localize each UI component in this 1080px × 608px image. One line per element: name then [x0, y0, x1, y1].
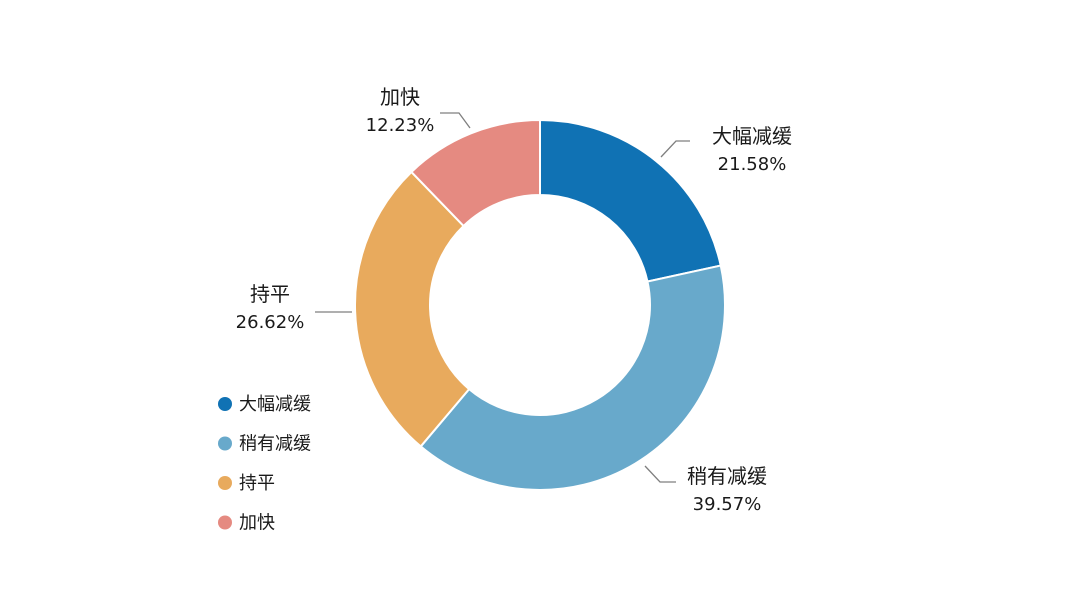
slice-value-label-1: 21.58%: [718, 154, 787, 175]
donut-slices: [354, 118, 726, 491]
slice-label-3: 持平: [250, 282, 290, 306]
legend-marker-1: [218, 397, 232, 411]
slice-label-1: 大幅减缓: [712, 124, 792, 148]
legend-marker-3: [218, 476, 232, 490]
donut-slice-3: [354, 170, 471, 448]
leader-line-4: [440, 112, 471, 129]
donut-slice-1: [539, 118, 722, 283]
slice-value-label-3: 26.62%: [236, 312, 305, 333]
legend-marker-4: [218, 515, 232, 530]
legend-label-1: 大幅减缓: [239, 394, 311, 415]
slice-value-label-4: 12.23%: [366, 115, 435, 136]
slice-label-4: 加快: [380, 85, 420, 109]
leader-line-2: [644, 465, 676, 483]
slice-label-2: 稍有减缓: [687, 464, 767, 488]
legend-label-4: 加快: [239, 513, 275, 534]
legend-marker-2: [218, 436, 232, 451]
leader-line-1: [660, 140, 690, 158]
donut-slice-2: [419, 264, 726, 491]
slice-value-label-2: 39.57%: [693, 494, 762, 515]
slice-labels: 大幅减缓 21.58% 稍有减缓 39.57% 持平 26.62% 加快 12.23%: [236, 85, 792, 515]
donut-slice-4: [410, 118, 541, 228]
legend-label-2: 稍有减缓: [239, 434, 311, 455]
legend-label-3: 持平: [239, 473, 275, 494]
